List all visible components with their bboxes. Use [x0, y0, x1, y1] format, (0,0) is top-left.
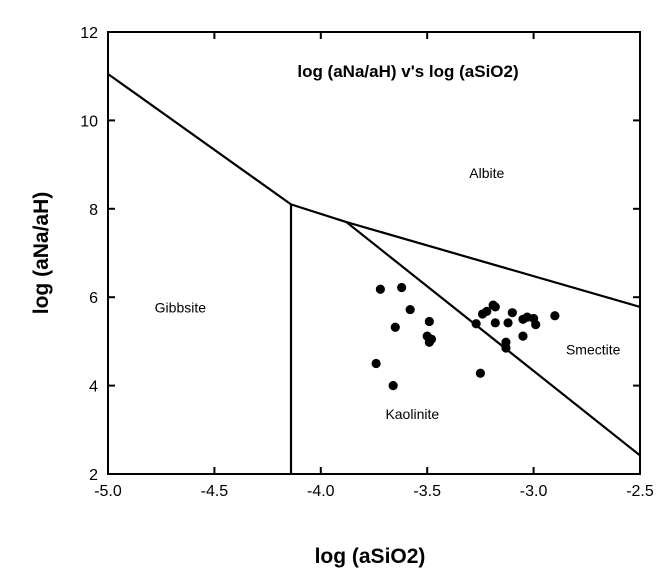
x-axis-title: log (aSiO2) — [315, 545, 426, 568]
data-point — [550, 311, 560, 321]
region-label-albite: Albite — [469, 165, 504, 181]
region-label-smectite: Smectite — [566, 342, 621, 358]
data-point — [397, 282, 407, 293]
y-tick-label: 10 — [80, 113, 98, 130]
region-label-kaolinite: Kaolinite — [385, 406, 439, 422]
data-point — [388, 381, 398, 391]
region-label-gibbsite: Gibbsite — [155, 300, 207, 316]
data-point — [424, 337, 434, 347]
y-tick-label: 4 — [89, 379, 98, 396]
boundary-kaolinite-albite — [290, 203, 347, 224]
y-tick-label: 6 — [89, 290, 98, 307]
x-tick-label: -3.5 — [413, 483, 441, 500]
data-point — [375, 284, 385, 294]
data-point — [371, 358, 381, 369]
x-tick-label: -4.0 — [307, 483, 335, 500]
chart-title: log (aNa/aH) v's log (aSiO2) — [297, 62, 518, 81]
x-tick-label: -5.0 — [94, 483, 122, 500]
data-point — [490, 302, 500, 312]
boundary-kaolinite-smectite — [345, 221, 641, 457]
y-tick-label: 12 — [80, 25, 98, 42]
data-point — [507, 308, 517, 318]
data-point — [531, 320, 541, 330]
x-tick-label: -3.0 — [520, 483, 548, 500]
y-tick-label: 8 — [89, 202, 98, 219]
data-point — [490, 318, 500, 328]
x-tick-label: -2.5 — [626, 483, 654, 500]
data-point — [518, 331, 528, 341]
data-point — [482, 306, 492, 316]
data-point — [503, 318, 513, 328]
y-axis-title: log (aNa/aH) — [30, 192, 53, 315]
data-point — [475, 368, 485, 378]
data-point — [501, 343, 511, 353]
data-point — [471, 319, 481, 329]
boundary-gibbsite-albite — [107, 73, 292, 206]
plot-frame — [107, 31, 641, 475]
data-point — [424, 316, 434, 327]
boundary-smectite-albite — [346, 221, 641, 308]
data-point — [405, 304, 415, 315]
y-tick-label: 2 — [89, 467, 98, 484]
data-point — [390, 322, 400, 332]
x-tick-label: -4.5 — [201, 483, 229, 500]
